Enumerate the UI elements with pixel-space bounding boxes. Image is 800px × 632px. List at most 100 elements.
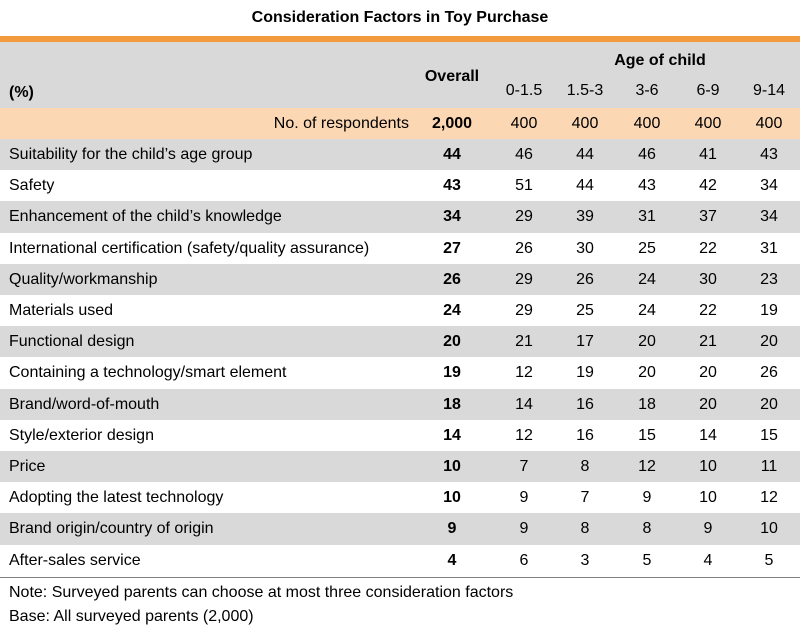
overall-value: 14 [443, 426, 461, 444]
age-value: 30 [699, 270, 717, 288]
age-value: 29 [515, 208, 533, 226]
age-value: 16 [576, 395, 594, 413]
age-value: 24 [638, 270, 656, 288]
age-value: 43 [638, 177, 656, 195]
age-value: 25 [576, 302, 594, 320]
age-value: 9 [519, 489, 529, 507]
overall-value: 24 [443, 302, 461, 320]
respondents-age-2: 400 [633, 115, 661, 132]
age-value: 17 [576, 333, 594, 351]
factor-label: Price [9, 458, 46, 476]
table-row: Materials used 24 29 25 24 22 19 [0, 295, 800, 326]
table-row: Functional design 20 21 17 20 21 20 [0, 326, 800, 358]
age-col-0: 0-1.5 [505, 82, 543, 99]
age-value: 30 [576, 239, 594, 257]
age-value: 26 [760, 364, 778, 382]
age-group-header: Age of child [614, 52, 706, 69]
age-value: 20 [760, 333, 778, 351]
age-value: 51 [515, 177, 533, 195]
overall-value: 18 [443, 395, 461, 413]
overall-header: Overall [424, 68, 480, 85]
table-row: Brand origin/country of origin 9 9 8 8 9… [0, 513, 800, 545]
age-value: 16 [576, 426, 594, 444]
age-value: 9 [642, 489, 652, 507]
factor-label: Functional design [9, 333, 135, 351]
age-value: 24 [638, 302, 656, 320]
age-value: 21 [699, 333, 717, 351]
factor-label: Enhancement of the child’s knowledge [9, 208, 282, 226]
age-value: 31 [760, 239, 778, 257]
factor-label: Containing a technology/smart element [9, 364, 287, 382]
factor-label: International certification (safety/qual… [9, 239, 370, 257]
age-value: 5 [764, 551, 774, 569]
age-value: 7 [580, 489, 590, 507]
table-row: Containing a technology/smart element 19… [0, 357, 800, 388]
overall-value: 19 [443, 364, 461, 382]
overall-value: 10 [443, 489, 461, 507]
overall-value: 4 [447, 551, 457, 569]
age-value: 37 [699, 208, 717, 226]
age-value: 39 [576, 208, 594, 226]
age-value: 12 [515, 426, 533, 444]
overall-value: 26 [443, 270, 461, 288]
age-value: 31 [638, 208, 656, 226]
age-value: 12 [638, 458, 656, 476]
table-row: Adopting the latest technology 10 9 7 9 … [0, 482, 800, 513]
age-value: 18 [638, 395, 656, 413]
accent-bar [0, 36, 800, 42]
table-body: Suitability for the child’s age group 4 4… [0, 139, 800, 576]
table-row: Quality/workmanship 26 29 26 24 30 23 [0, 263, 800, 296]
age-value: 22 [699, 239, 717, 257]
age-value: 14 [515, 395, 533, 413]
respondents-age-4: 400 [755, 115, 783, 132]
table-row: Suitability for the child’s age group 44… [0, 139, 800, 171]
factor-label: Quality/workmanship [9, 270, 158, 288]
respondents-age-1: 400 [571, 115, 599, 132]
table-title: Consideration Factors in Toy Purchase [251, 9, 549, 26]
footer-divider [0, 577, 800, 578]
factor-label: Brand origin/country of origin [9, 520, 214, 538]
table-row: After-sales service 4 6 3 5 4 5 [0, 545, 800, 576]
age-value: 42 [699, 177, 717, 195]
overall-value: 34 [443, 208, 461, 226]
age-value: 9 [703, 520, 713, 538]
age-value: 10 [699, 458, 717, 476]
age-value: 12 [760, 489, 778, 507]
age-value: 20 [638, 364, 656, 382]
overall-value: 27 [443, 239, 461, 257]
factor-label: Safety [9, 177, 55, 195]
age-value: 46 [515, 146, 533, 163]
age-value: 21 [515, 333, 533, 351]
age-value: 34 [760, 177, 778, 195]
age-value: 5 [642, 551, 652, 569]
factor-label: Brand/word-of-mouth [9, 395, 160, 413]
age-value: 43 [760, 146, 778, 163]
overall-value: 9 [447, 520, 457, 538]
age-value: 29 [515, 270, 533, 288]
age-value: 20 [699, 364, 717, 382]
table-row: Enhancement of the child’s knowledge 34 … [0, 201, 800, 233]
table-row: Price 10 7 8 12 10 11 [0, 451, 800, 483]
age-value: 46 [638, 146, 656, 163]
base-note: Base: All surveyed parents (2,000) [9, 608, 254, 625]
factor-label: After-sales service [9, 551, 141, 569]
table-row: Brand/word-of-mouth 18 14 16 18 20 20 [0, 388, 800, 420]
age-value: 25 [638, 239, 656, 257]
table-row: Style/exterior design 14 12 16 15 14 15 [0, 420, 800, 451]
age-col-1: 1.5-3 [566, 82, 604, 99]
factor-label: Materials used [9, 302, 114, 320]
age-value: 8 [642, 520, 652, 538]
age-value: 15 [638, 426, 656, 444]
age-value: 8 [580, 458, 590, 476]
age-value: 19 [576, 364, 594, 382]
age-value: 34 [760, 208, 778, 226]
respondents-overall: 2,000 [431, 115, 473, 132]
age-value: 20 [638, 333, 656, 351]
age-value: 41 [699, 146, 717, 163]
age-value: 20 [699, 395, 717, 413]
overall-value: 20 [443, 333, 461, 351]
age-value: 23 [760, 270, 778, 288]
age-value: 14 [699, 426, 717, 444]
factor-label: Suitability for the child’s age group [9, 146, 253, 163]
age-value: 12 [515, 364, 533, 382]
